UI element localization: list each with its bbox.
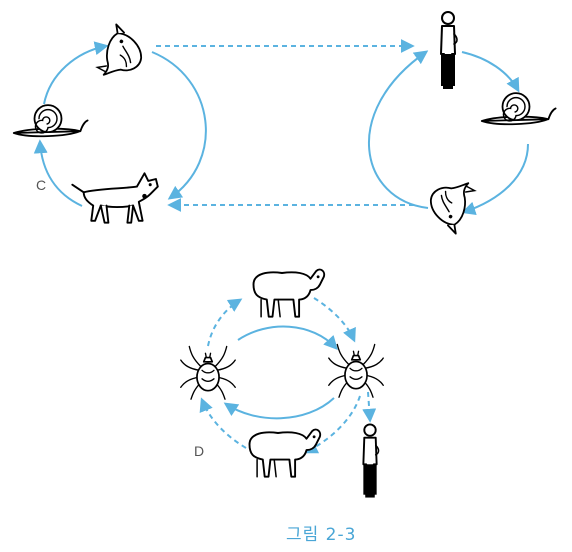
arrow-human-to-snail (461, 51, 520, 93)
dashed-arrow-sheep-to-tick-left (199, 397, 247, 449)
arrow-snail-to-fish (461, 143, 529, 216)
arrow-tick-back-to-tick (223, 397, 335, 420)
fish-icon (420, 170, 481, 235)
human-icon (362, 423, 380, 499)
dog-icon (71, 172, 159, 224)
arrow-snail-to-fish (43, 41, 109, 105)
panel-d-label: D (194, 443, 204, 459)
fish-icon (91, 23, 152, 88)
snail-icon (480, 92, 557, 126)
dashed-arrow-tick-to-sheep-bottom (303, 395, 361, 454)
sheep-icon (248, 428, 322, 478)
panel-c-label: C (36, 177, 46, 193)
snail-icon (12, 104, 89, 138)
figure-caption: 그림 2-3 (286, 525, 356, 545)
arrow-tick-to-tick (237, 325, 338, 351)
sheep-icon (252, 268, 326, 318)
panel-c-right-cycle (367, 11, 557, 235)
panel-c-cycle: C (12, 23, 207, 224)
arrow-fish-to-dog (151, 51, 207, 200)
human-icon (440, 11, 458, 90)
panel-d-cycle: D (179, 268, 385, 499)
arrow-fish-to-human (367, 50, 429, 209)
dashed-arrow-tick-to-sheep (207, 298, 243, 347)
dashed-arrow-tick-to-human (362, 391, 377, 423)
dashed-arrow-sheep-to-tick (313, 297, 356, 343)
tick-icon (327, 343, 385, 399)
arrow-dog-to-snail (33, 139, 83, 207)
tick-icon (179, 345, 237, 401)
